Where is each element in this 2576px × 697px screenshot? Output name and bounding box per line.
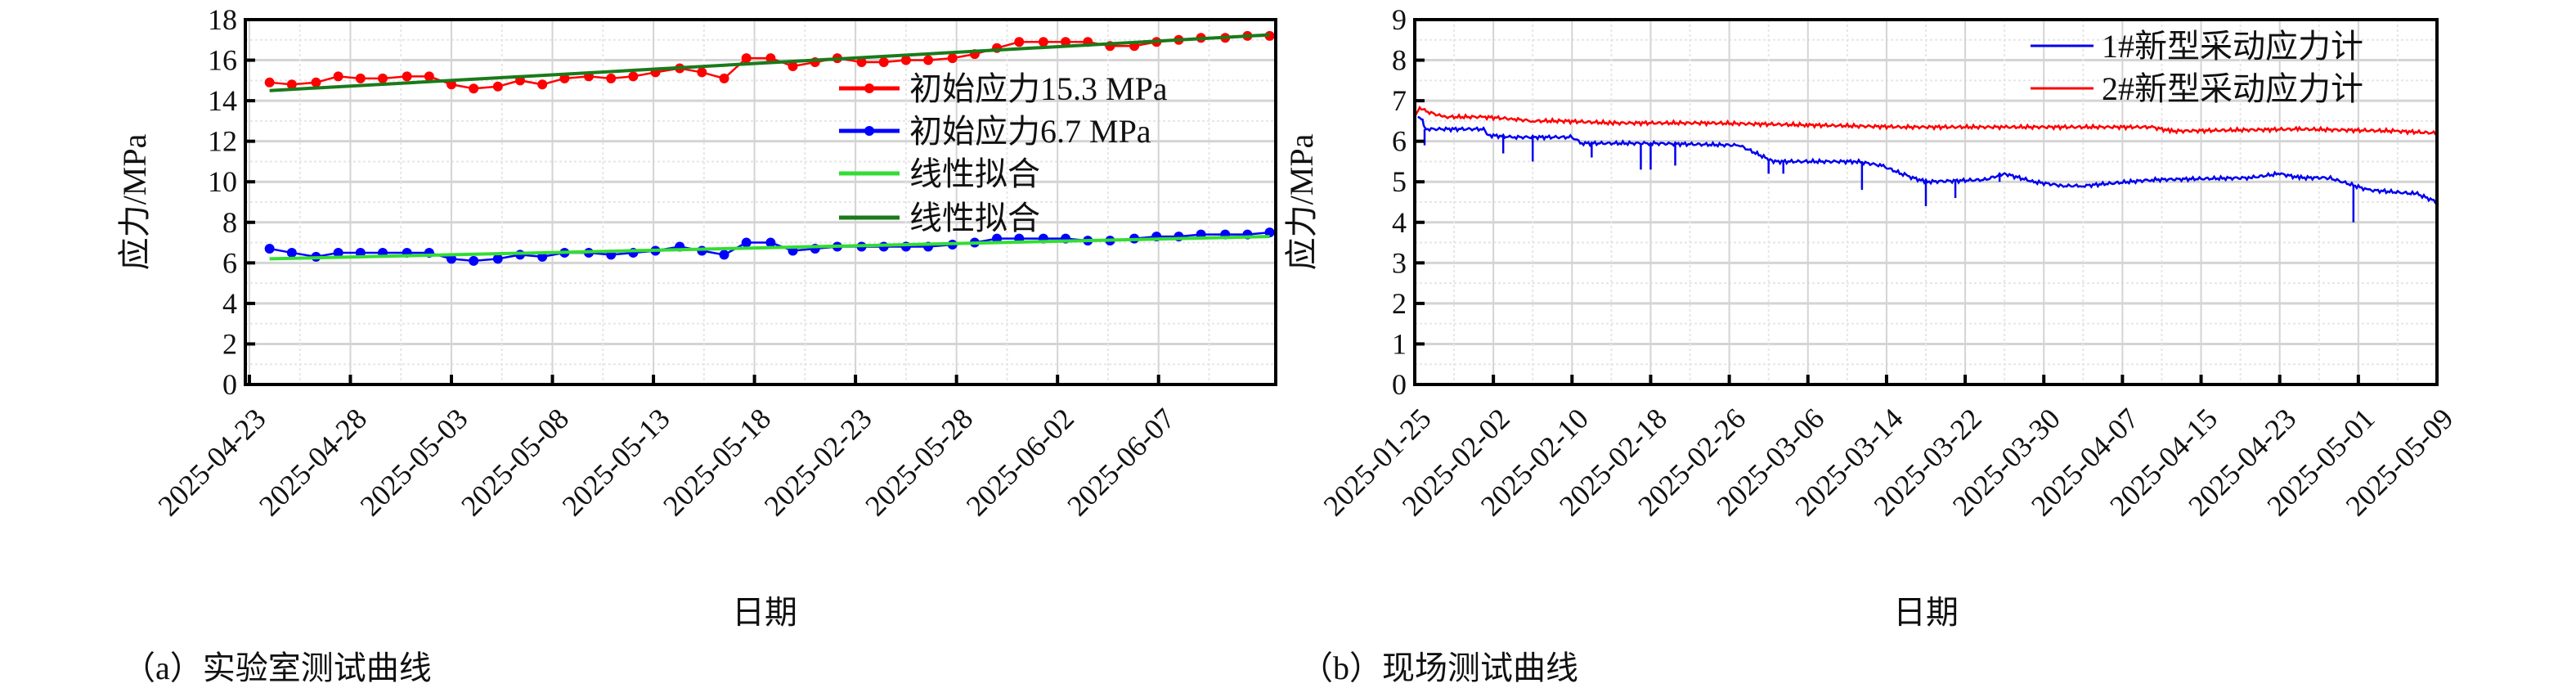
series-4	[269, 33, 1270, 92]
data-point	[1014, 37, 1025, 47]
data-point	[856, 57, 867, 68]
legend-marker	[864, 83, 874, 93]
y-tick-label: 14	[208, 84, 237, 117]
y-tick-label: 12	[208, 125, 237, 158]
fit-line	[269, 33, 1270, 92]
data-point	[788, 61, 798, 71]
y-axis-label: 应力/MPa	[1283, 133, 1320, 270]
y-tick-label: 18	[208, 3, 237, 36]
data-point	[492, 81, 503, 92]
data-point	[628, 71, 639, 82]
data-point	[1038, 37, 1048, 47]
x-tick-label: 2025-05-28	[859, 402, 979, 522]
y-tick-label: 4	[1392, 206, 1407, 239]
x-tick-label: 2025-02-23	[758, 402, 878, 522]
plot-frame	[1413, 18, 2439, 386]
data-point	[719, 73, 729, 83]
y-tick-label: 4	[222, 287, 237, 320]
series-1	[1417, 115, 2438, 223]
series-line	[1413, 106, 2438, 136]
legend: 1#新型采动应力计 2#新型采动应力计	[2031, 28, 2363, 107]
x-axis-label: 日期	[1893, 594, 1959, 631]
data-point	[311, 77, 321, 88]
data-point	[1061, 37, 1071, 47]
data-point	[264, 243, 275, 254]
y-tick-label: 3	[1392, 246, 1407, 279]
data-point	[741, 53, 752, 64]
data-point	[469, 255, 479, 266]
legend-label: 1#新型采动应力计	[2102, 28, 2363, 65]
y-tick-label: 5	[1392, 165, 1407, 198]
legend-label: 2#新型采动应力计	[2102, 70, 2363, 107]
figure-caption: （a）实验室测试曲线	[123, 650, 432, 686]
y-tick-label: 2	[1392, 287, 1407, 320]
x-tick-label: 2025-04-28	[253, 402, 373, 522]
y-tick-label: 0	[1392, 368, 1407, 401]
y-tick-label: 7	[1392, 84, 1407, 117]
data-point	[333, 71, 343, 82]
y-tick-label: 6	[1392, 125, 1407, 158]
data-point	[469, 83, 479, 94]
x-tick-label: 2025-06-02	[960, 402, 1080, 522]
x-tick-label: 2025-05-13	[556, 402, 676, 522]
data-point	[424, 71, 434, 82]
chart-panel-b: 01234567892025-01-252025-02-022025-02-10…	[1283, 3, 2460, 686]
plot-frame	[244, 18, 1277, 386]
y-tick-label: 8	[222, 206, 237, 239]
data-point	[402, 71, 412, 82]
x-tick-label: 2025-06-07	[1061, 402, 1181, 522]
x-axis-label: 日期	[732, 594, 797, 631]
y-tick-label: 9	[1392, 3, 1407, 36]
data-point	[697, 67, 707, 78]
data-point	[765, 53, 776, 64]
legend-label: 初始应力6.7 MPa	[909, 113, 1151, 150]
data-point	[286, 247, 297, 258]
legend-label: 线性拟合	[909, 155, 1040, 192]
data-point	[741, 237, 752, 248]
y-tick-label: 16	[208, 44, 237, 77]
data-point	[333, 247, 343, 258]
data-point	[878, 57, 889, 68]
legend-marker	[864, 126, 874, 136]
y-tick-label: 1	[1392, 327, 1407, 360]
y-tick-label: 10	[208, 165, 237, 198]
data-point	[947, 53, 958, 64]
data-point	[923, 55, 934, 65]
series-2	[1413, 106, 2438, 136]
series-3	[269, 235, 1270, 261]
data-point	[900, 55, 911, 65]
data-point	[492, 254, 503, 264]
data-point	[378, 73, 388, 83]
y-tick-label: 2	[222, 327, 237, 360]
legend-label: 初始应力15.3 MPa	[909, 70, 1168, 107]
y-tick-label: 8	[1392, 44, 1407, 77]
legend-label: 线性拟合	[909, 200, 1040, 236]
x-tick-label: 2025-05-18	[657, 402, 777, 522]
data-point	[264, 77, 275, 88]
data-point	[286, 79, 297, 90]
x-tick-label: 2025-04-23	[152, 402, 272, 522]
y-axis-label: 应力/MPa	[116, 133, 153, 270]
y-tick-label: 6	[222, 246, 237, 279]
data-point	[1264, 227, 1275, 238]
data-point	[606, 73, 617, 83]
series-line	[1417, 115, 2438, 205]
data-point	[355, 73, 366, 83]
fit-line	[269, 235, 1270, 261]
data-point	[537, 79, 548, 90]
chart-panel-a: 0246810121416182025-04-232025-04-282025-…	[116, 3, 1277, 686]
data-point	[765, 237, 776, 248]
x-tick-label: 2025-05-03	[354, 402, 474, 522]
data-point	[559, 73, 570, 83]
figure-caption: （b）现场测试曲线	[1300, 650, 1578, 686]
y-tick-label: 0	[222, 368, 237, 401]
x-tick-label: 2025-05-08	[455, 402, 575, 522]
data-point	[719, 250, 729, 260]
